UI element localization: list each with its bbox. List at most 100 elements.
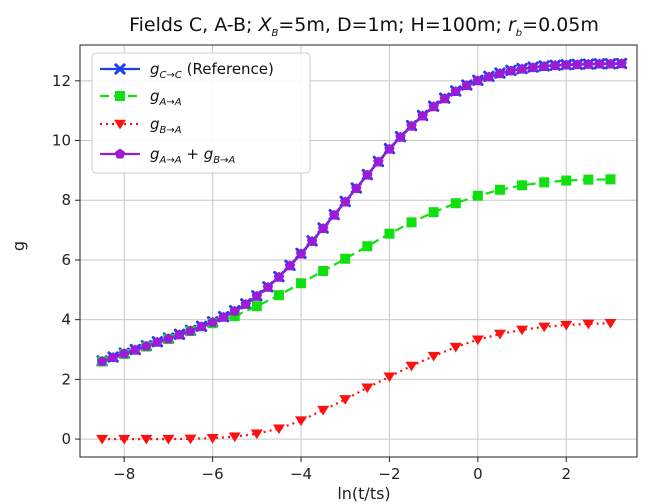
legend-entry-1: gC→C (Reference) [100, 60, 274, 81]
y-tick-label: 0 [61, 430, 71, 448]
y-axis-label: g [9, 241, 28, 251]
data-point [174, 329, 185, 340]
data-point [572, 59, 583, 70]
data-point [361, 383, 374, 394]
data-point [583, 58, 594, 69]
data-point [517, 180, 528, 191]
data-point [207, 316, 218, 327]
data-point [240, 298, 251, 309]
data-point [317, 405, 330, 416]
x-tick-label: −8 [113, 465, 135, 483]
data-point [262, 281, 274, 292]
data-point [616, 58, 627, 69]
data-point [306, 235, 318, 246]
data-point [118, 348, 130, 359]
data-point [340, 196, 351, 207]
data-point [549, 60, 561, 71]
data-point [461, 80, 473, 91]
data-point [594, 58, 605, 69]
legend-box [91, 52, 311, 174]
y-tick-label: 6 [61, 251, 71, 269]
data-point [427, 351, 440, 362]
chart-title: Fields C, A-B; XB=5m, D=1m; H=100m; rb=0… [129, 14, 599, 39]
data-point [494, 184, 505, 195]
data-point [538, 322, 551, 333]
data-point [483, 71, 495, 82]
data-point [516, 63, 528, 74]
data-point [516, 325, 529, 336]
data-point [362, 169, 373, 180]
data-point [163, 333, 174, 344]
series-layer [96, 57, 628, 445]
data-point [362, 241, 373, 252]
data-point [449, 342, 462, 353]
x-tick-label: 2 [561, 465, 571, 483]
data-point [450, 86, 461, 97]
data-point [118, 434, 131, 445]
data-point [384, 228, 395, 239]
data-point [384, 143, 395, 154]
legend: gC→C (Reference) gA→A gB→A gA→A + gB→A [91, 52, 311, 174]
legend-marker [114, 63, 126, 75]
data-point [107, 352, 119, 363]
data-point [140, 434, 153, 445]
data-point [561, 59, 572, 70]
legend-label: gB→A [150, 115, 182, 136]
data-point [296, 278, 307, 289]
data-point [383, 372, 396, 383]
data-point [417, 110, 428, 121]
x-axis-label: ln(t/ts) [337, 484, 390, 503]
data-point [152, 336, 163, 347]
data-point [351, 183, 362, 194]
data-point [450, 198, 461, 209]
legend-label: gA→A [150, 87, 182, 108]
data-point [251, 290, 263, 301]
data-point [273, 290, 284, 301]
data-point [196, 321, 207, 332]
data-point [218, 311, 229, 322]
data-point [395, 131, 406, 142]
plot-border [79, 44, 638, 458]
data-point [96, 434, 109, 445]
legend-entry-3: gB→A [100, 115, 182, 136]
y-tick-label: 2 [61, 370, 71, 388]
legend-marker [115, 91, 125, 101]
plot-frame [79, 44, 638, 458]
data-point [471, 335, 484, 346]
data-point [206, 433, 219, 444]
data-point [185, 325, 196, 336]
legend-entry-4: gA→A + gB→A [100, 145, 235, 166]
data-point [251, 301, 262, 312]
data-point [317, 223, 329, 234]
data-point [494, 68, 506, 79]
data-point [340, 253, 351, 264]
legend-entry-2: gA→A [100, 87, 182, 108]
data-point [605, 58, 616, 69]
legend-label: gA→A + gB→A [150, 145, 235, 166]
data-point [439, 93, 450, 104]
data-point [539, 177, 550, 188]
x-tick-label: −2 [378, 465, 400, 483]
series-4 [96, 58, 627, 366]
data-point [130, 344, 141, 355]
data-point [505, 65, 517, 76]
y-tick-label: 8 [61, 191, 71, 209]
series-3 [96, 319, 617, 445]
data-point [527, 62, 539, 73]
tick-labels: −8 −6 −4 −2 0 2 0 2 4 6 8 10 12 [52, 72, 571, 483]
data-point [428, 101, 439, 112]
legend-label: gC→C (Reference) [150, 60, 274, 81]
data-point [373, 156, 384, 167]
data-point [538, 61, 550, 71]
data-point [229, 311, 240, 322]
data-point [295, 416, 308, 426]
data-point [96, 355, 108, 366]
data-point [141, 340, 152, 351]
y-tick-label: 10 [52, 132, 71, 150]
data-point [428, 207, 439, 218]
data-point [229, 305, 240, 316]
data-point [561, 175, 572, 186]
x-tick-label: 0 [473, 465, 483, 483]
data-point [284, 260, 296, 271]
